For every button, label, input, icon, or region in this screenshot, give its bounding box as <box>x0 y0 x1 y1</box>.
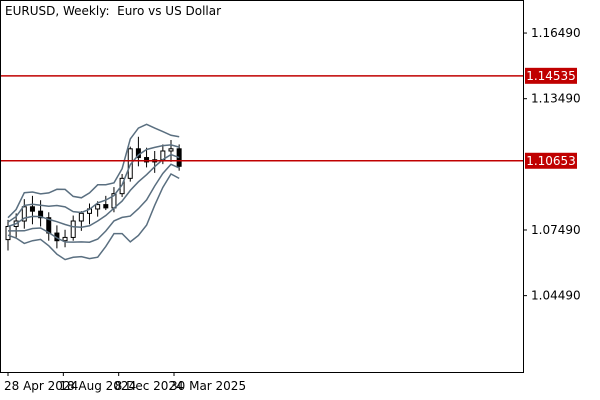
band-upper-2 <box>7 123 180 219</box>
bull-candle <box>62 236 68 242</box>
time-tick-label: 28 Apr 2024 <box>4 379 78 393</box>
level-label-bg-2 <box>525 152 577 169</box>
band-lower-1 <box>8 163 180 243</box>
chart-title: EURUSD, Weekly: Euro vs US Dollar <box>5 4 222 18</box>
bull-candle <box>21 206 27 222</box>
bull-candle <box>95 204 101 210</box>
band-middle <box>7 153 180 228</box>
level-label-1: 1.14535 <box>526 69 576 83</box>
price-tick-label: 1.04490 <box>531 289 581 303</box>
bear-candle <box>103 204 109 209</box>
bull-candle <box>70 220 76 238</box>
symbol-description: Euro vs US Dollar <box>117 4 222 18</box>
symbol: EURUSD <box>5 4 56 18</box>
time-tick-label: 30 Mar 2025 <box>170 379 246 393</box>
level-label-2: 1.10653 <box>526 154 576 168</box>
plot-frame <box>0 0 524 373</box>
bull-candle <box>168 148 174 152</box>
price-tick-label: 1.07490 <box>531 223 581 237</box>
bull-candle <box>5 225 11 241</box>
time-tick-label: 8 Dec 2024 <box>115 379 184 393</box>
band-upper-1 <box>7 144 180 223</box>
bear-candle <box>144 157 150 163</box>
bear-candle <box>29 206 35 212</box>
price-tick-label: 1.13490 <box>531 92 581 106</box>
time-tick-label: 18 Aug 2024 <box>59 379 136 393</box>
level-label-bg-1 <box>525 67 577 84</box>
bull-candle <box>78 212 84 222</box>
band-lower-2 <box>7 173 180 261</box>
bear-candle <box>38 210 44 219</box>
price-tick-label: 1.16490 <box>531 26 581 40</box>
timeframe: Weekly <box>62 4 106 18</box>
